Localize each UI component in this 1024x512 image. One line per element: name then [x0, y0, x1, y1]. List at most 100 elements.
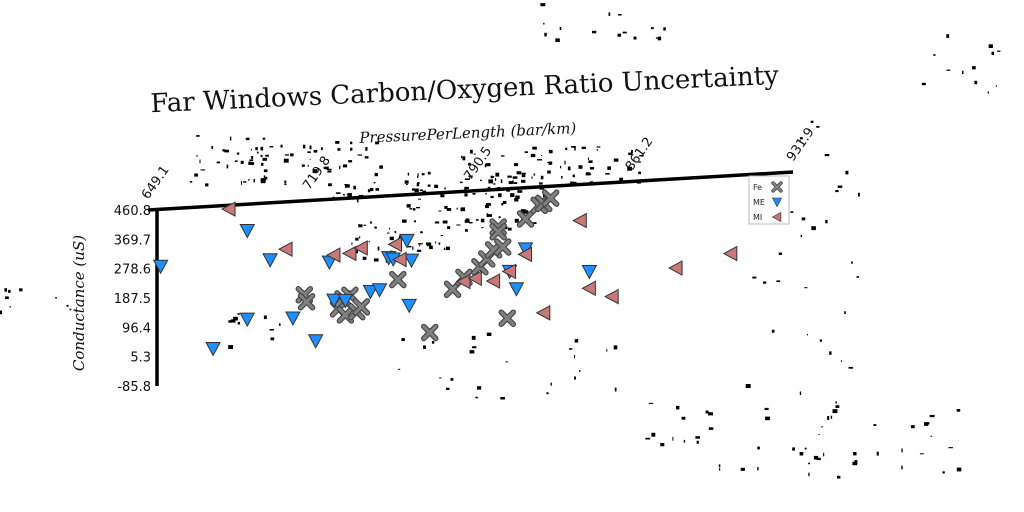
data-point-fe — [498, 309, 517, 327]
noise-speck — [832, 409, 838, 414]
noise-speck — [358, 224, 363, 228]
data-point-me — [239, 224, 256, 239]
noise-speck — [648, 402, 654, 404]
noise-speck — [544, 32, 547, 37]
noise-speck — [533, 174, 536, 176]
noise-speck — [606, 349, 608, 352]
data-point-me — [362, 285, 379, 300]
noise-speck — [588, 160, 593, 163]
noise-speck — [574, 376, 576, 380]
noise-speck — [460, 207, 466, 212]
y-tick-label: 5.3 — [130, 351, 151, 366]
noise-speck — [708, 412, 713, 416]
noise-speck — [465, 218, 470, 221]
noise-speck — [808, 472, 810, 477]
noise-speck — [873, 424, 877, 426]
data-point-mi — [325, 247, 341, 263]
noise-speck — [524, 151, 528, 153]
noise-speck — [548, 149, 553, 154]
noise-speck — [840, 360, 842, 362]
noise-speck — [196, 155, 198, 157]
noise-speck — [434, 184, 439, 188]
noise-speck — [211, 146, 214, 149]
noise-speck — [521, 179, 526, 183]
noise-speck — [765, 416, 770, 421]
noise-speck — [757, 467, 759, 471]
noise-speck — [75, 310, 77, 313]
noise-speck — [265, 176, 268, 180]
noise-speck — [651, 27, 654, 30]
noise-speck — [512, 180, 514, 184]
noise-speck — [485, 192, 487, 195]
noise-speck — [335, 141, 340, 144]
noise-speck — [249, 159, 254, 162]
noise-speck — [618, 14, 622, 16]
data-point-me — [285, 311, 301, 327]
noise-speck — [799, 140, 801, 143]
data-points — [152, 189, 738, 357]
data-point-fe — [352, 298, 371, 316]
data-point-me — [337, 293, 354, 309]
noise-speck — [389, 227, 390, 230]
noise-speck — [350, 141, 353, 145]
data-point-mi — [341, 245, 357, 262]
noise-speck — [596, 149, 598, 151]
noise-speck — [364, 156, 369, 159]
noise-speck — [537, 159, 542, 161]
noise-speck — [948, 447, 953, 449]
noise-speck — [66, 304, 69, 307]
noise-speck — [442, 220, 448, 224]
noise-speck — [816, 457, 821, 461]
noise-speck — [827, 416, 830, 420]
noise-speck — [417, 182, 420, 184]
noise-speck — [328, 183, 332, 187]
noise-speck — [614, 387, 617, 392]
noise-speck — [357, 154, 363, 156]
noise-speck — [313, 150, 318, 153]
noise-speck — [592, 30, 597, 34]
noise-speck — [468, 162, 471, 166]
noise-speck — [991, 51, 994, 55]
noise-speck — [962, 70, 964, 74]
noise-speck — [434, 221, 440, 224]
noise-speck — [764, 407, 769, 411]
noise-speck — [355, 250, 358, 254]
data-point-mi — [467, 270, 482, 287]
noise-speck — [411, 188, 416, 191]
noise-speck — [942, 471, 945, 474]
noise-speck — [236, 152, 240, 155]
noise-speck — [825, 219, 828, 224]
noise-speck — [956, 467, 962, 472]
noise-speck — [412, 208, 416, 211]
chart-title: Far Windows Carbon/Oxygen Ratio Uncertai… — [150, 61, 780, 120]
noise-speck — [681, 416, 686, 420]
noise-speck — [443, 247, 446, 250]
data-point-me — [262, 253, 278, 268]
data-point-me — [401, 298, 418, 314]
y-tick-label: -85.8 — [117, 380, 151, 395]
noise-speck — [533, 173, 535, 176]
noise-speck — [379, 165, 383, 169]
noise-speck — [4, 288, 7, 292]
noise-speck — [280, 144, 283, 148]
noise-speck — [475, 219, 479, 221]
noise-speck — [513, 182, 518, 184]
noise-speck — [539, 182, 543, 185]
y-tick-labels: 460.8 369.7 278.6 187.5 96.4 5.3 -85.8 — [114, 204, 151, 395]
noise-speck — [417, 173, 419, 177]
noise-speck — [369, 188, 374, 192]
noise-speck — [348, 160, 353, 163]
noise-speck — [438, 242, 441, 245]
noise-speck — [500, 179, 503, 184]
data-point-fe — [297, 292, 316, 311]
noise-speck — [262, 157, 267, 161]
noise-speck — [901, 465, 903, 470]
noise-speck — [520, 209, 526, 212]
noise-speck — [540, 175, 544, 180]
noise-speck — [517, 190, 523, 193]
noise-speck — [406, 204, 411, 208]
noise-speck — [921, 82, 926, 86]
noise-speck — [375, 188, 380, 191]
noise-speck — [350, 147, 353, 151]
noise-speck — [418, 198, 421, 200]
